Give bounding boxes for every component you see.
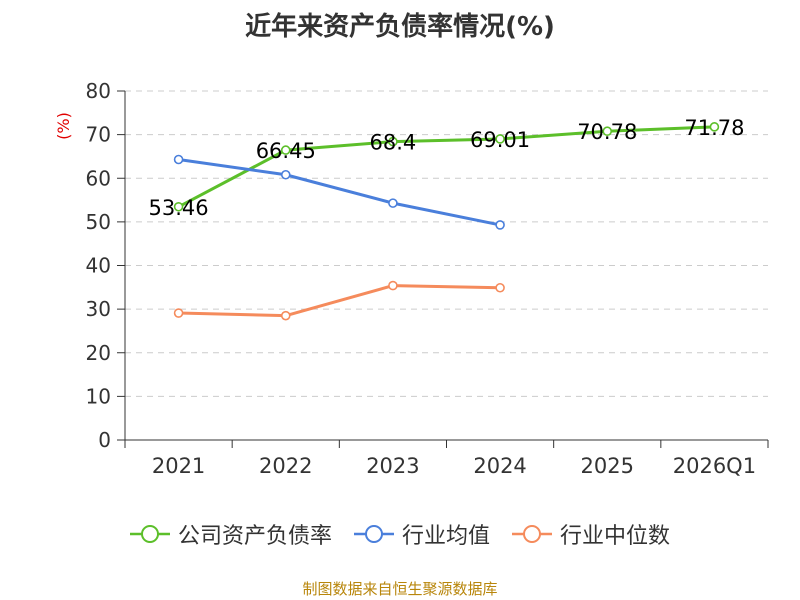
data-label: 69.01 — [470, 128, 530, 152]
data-point — [280, 145, 291, 155]
data-point — [495, 220, 505, 230]
data-label: 68.4 — [370, 131, 417, 155]
legend-line-blue-icon — [353, 525, 394, 543]
data-point — [388, 136, 398, 147]
y-axis-label: (%) — [54, 112, 73, 140]
data-point — [495, 282, 505, 293]
x-tick-label: 2025 — [581, 454, 634, 478]
data-point — [602, 126, 613, 137]
x-tick-label: 2021 — [152, 454, 205, 478]
legend: 公司资产负债率 行业均值 行业中位数 — [0, 518, 800, 550]
x-tick-label: 2024 — [473, 454, 526, 478]
legend-label-industry-mean: 行业均值 — [401, 524, 490, 549]
data-point — [280, 169, 291, 180]
legend-item-industry-mean[interactable]: 行业均值 — [353, 518, 490, 550]
data-point — [709, 122, 720, 132]
y-tick-label: 20 — [86, 341, 111, 365]
legend-item-industry-median[interactable]: 行业中位数 — [512, 518, 670, 550]
chart-title: 近年来资产负债率情况(%) — [245, 12, 555, 42]
legend-line-orange-icon — [512, 525, 552, 543]
data-point — [173, 154, 184, 165]
legend-item-company[interactable]: 公司资产负债率 — [129, 518, 332, 550]
data-point — [388, 280, 398, 291]
x-tick-label: 2022 — [259, 454, 312, 478]
series-line-1 — [178, 158, 501, 227]
series-line-2 — [178, 284, 501, 318]
data-point — [280, 310, 291, 321]
y-tick-label: 60 — [86, 166, 111, 190]
series-line-0 — [177, 125, 715, 209]
data-point — [495, 134, 505, 144]
data-point — [388, 198, 398, 208]
data-label: 53.46 — [149, 196, 209, 220]
data-point — [173, 308, 184, 318]
source-note: 制图数据来自恒生聚源数据库 — [302, 580, 498, 598]
data-label: 66.45 — [256, 139, 316, 163]
legend-label-company: 公司资产负债率 — [177, 524, 332, 549]
y-tick-label: 40 — [86, 254, 111, 278]
y-tick-label: 0 — [98, 428, 111, 452]
y-tick-label: 30 — [86, 297, 111, 321]
data-label: 71.78 — [684, 116, 744, 140]
x-tick-label: 2026Q1 — [673, 454, 756, 478]
y-tick-label: 50 — [86, 210, 111, 234]
y-tick-label: 70 — [86, 123, 111, 147]
legend-line-green-icon — [129, 525, 170, 543]
y-tick-label: 10 — [86, 384, 111, 408]
legend-label-industry-median: 行业中位数 — [560, 524, 671, 549]
x-tick-label: 2023 — [366, 454, 419, 478]
data-label: 70.78 — [577, 120, 637, 144]
data-point — [173, 201, 184, 212]
y-tick-label: 80 — [86, 79, 111, 103]
